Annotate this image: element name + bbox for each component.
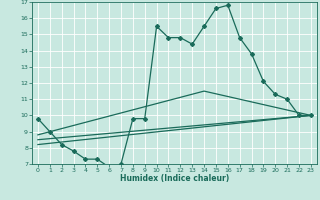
- X-axis label: Humidex (Indice chaleur): Humidex (Indice chaleur): [120, 174, 229, 183]
